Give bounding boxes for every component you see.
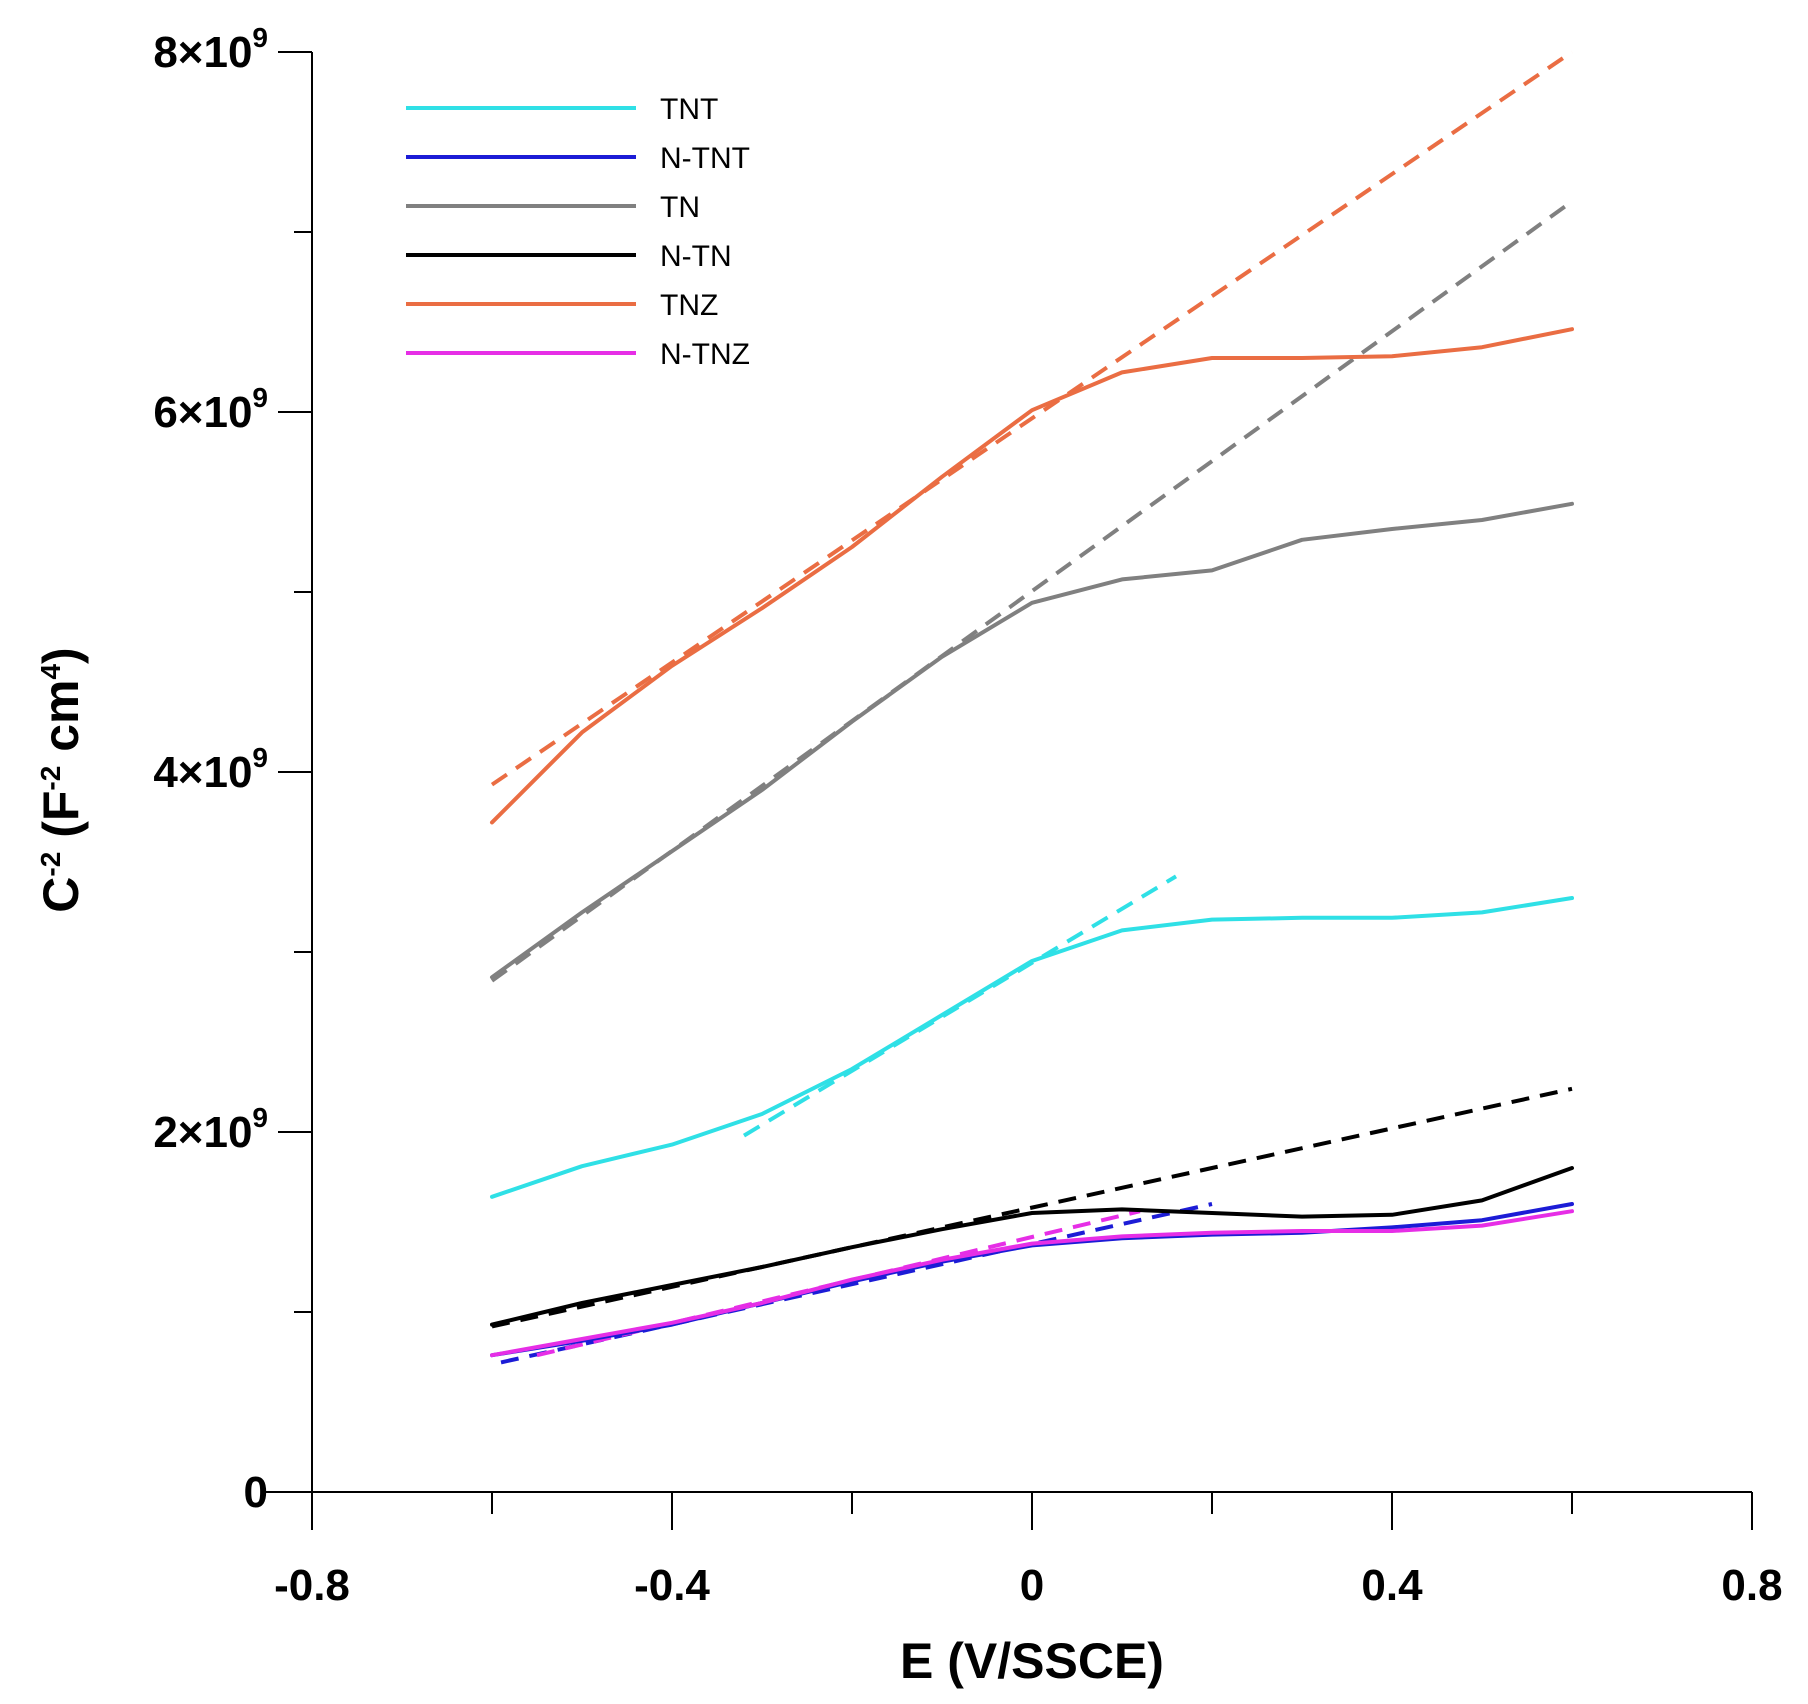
fit-line-tnz [490, 50, 1574, 787]
y-tick-mantissa: 2×10 [153, 1108, 252, 1157]
series-line-tnt [490, 896, 1574, 1199]
x-tick-label: -0.8 [274, 1561, 350, 1610]
y-tick-label: 2×109 [153, 1102, 268, 1157]
y-axis-title-close: ) [33, 647, 89, 664]
fit-lines [490, 50, 1574, 1365]
y-tick-mantissa: 6×10 [153, 388, 252, 437]
y-axis-title-base: C [33, 877, 89, 913]
x-tick-label: 0.4 [1361, 1561, 1423, 1610]
legend-label-tnt: TNT [660, 93, 718, 126]
legend-label-tnz: TNZ [660, 289, 718, 322]
series-line-tnz [490, 327, 1574, 825]
x-tick-label: 0.8 [1721, 1561, 1782, 1610]
fit-line-tnt [742, 874, 1178, 1138]
y-axis-title-cm-sup: 4 [35, 664, 66, 680]
legend-label-n-tnz: N-TNZ [660, 338, 750, 371]
y-tick-exponent: 9 [252, 382, 268, 413]
series-line-n-tnt [490, 1202, 1574, 1358]
y-tick-label: 4×109 [153, 742, 268, 797]
legend-label-n-tnt: N-TNT [660, 142, 750, 175]
series-line-n-tnz [490, 1209, 1574, 1358]
y-tick-exponent: 9 [252, 742, 268, 773]
fit-line-n-tn [491, 1086, 1573, 1329]
y-tick-label: 8×109 [153, 22, 268, 77]
y-axis-title-base-sup: -2 [35, 852, 66, 877]
x-ticks: -0.8 -0.4 0 0.4 0.8 [274, 1492, 1783, 1610]
series-line-n-tn [490, 1166, 1574, 1327]
y-tick-mantissa: 4×10 [153, 748, 252, 797]
x-tick-label: 0 [1020, 1561, 1044, 1610]
series-line-tn [490, 501, 1574, 980]
series-lines [490, 327, 1574, 1358]
legend-label-n-tn: N-TN [660, 240, 732, 273]
legend-label-tn: TN [660, 191, 700, 224]
y-tick-exponent: 9 [252, 1102, 268, 1133]
legend: TNT N-TNT TN N-TN TNZ N-TNZ [406, 93, 750, 371]
y-tick-exponent: 9 [252, 22, 268, 53]
y-axis-title-mid: cm [33, 680, 89, 766]
y-tick-mantissa: 8×10 [153, 28, 252, 77]
y-axis-title-open: (F [33, 791, 89, 852]
x-axis-title: E (V/SSCE) [900, 1633, 1164, 1689]
y-axis-title: C-2 (F-2 cm4) [33, 647, 89, 912]
fit-line-tn [490, 199, 1574, 983]
x-tick-label: -0.4 [634, 1561, 710, 1610]
y-tick-label: 6×109 [153, 382, 268, 437]
y-tick-label: 0 [244, 1468, 268, 1517]
y-axis-title-unit-sup: -2 [35, 766, 66, 791]
